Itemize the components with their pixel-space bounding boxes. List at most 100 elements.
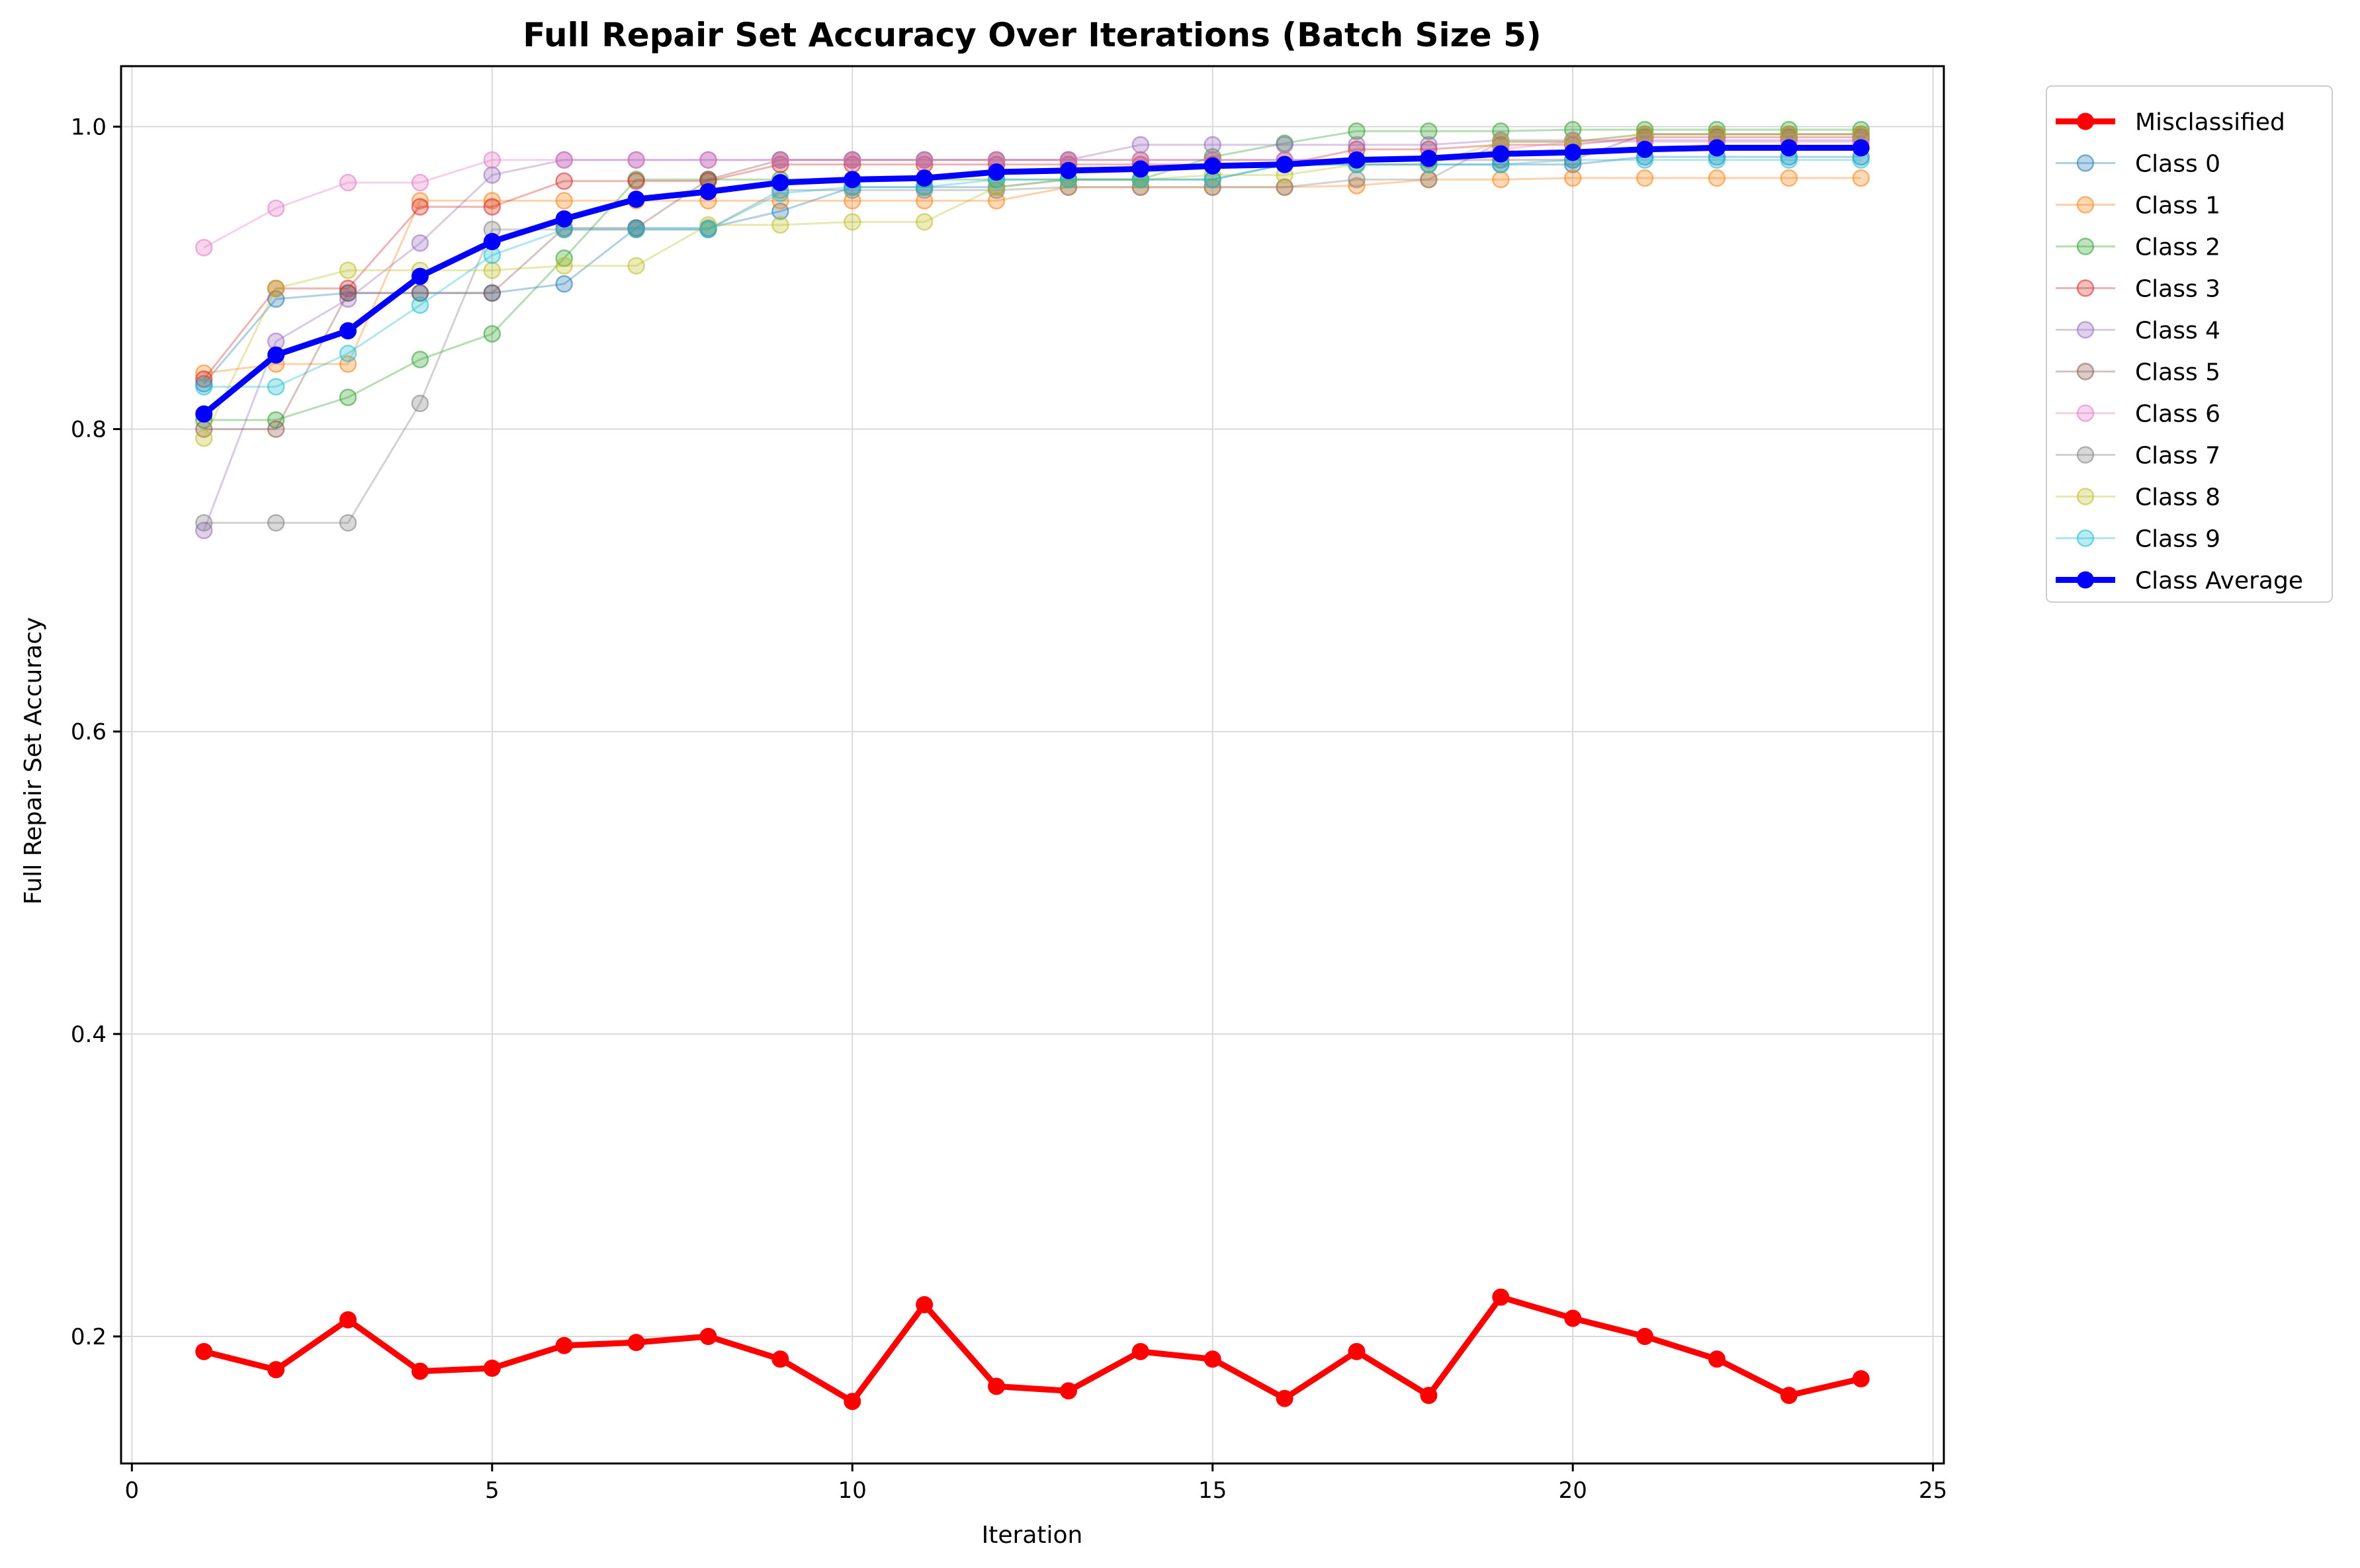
x-tick-label: 15	[1198, 1477, 1227, 1504]
x-tick-label: 0	[125, 1477, 140, 1504]
data-point-class-8	[915, 213, 934, 231]
data-point-class-4	[1203, 136, 1221, 154]
data-point-class-4	[483, 166, 502, 184]
legend-item-class-7: Class 7	[2056, 443, 2220, 470]
data-point-class-average	[267, 346, 285, 364]
data-point-class-4	[339, 290, 357, 308]
data-point-class-average	[699, 183, 717, 200]
data-point-class-2	[411, 351, 429, 369]
legend-item-class-9: Class 9	[2056, 526, 2220, 553]
data-point-class-6	[339, 173, 357, 192]
data-point-misclassified	[195, 1342, 213, 1360]
x-tick-label: 10	[838, 1477, 867, 1504]
data-point-class-6	[771, 151, 789, 169]
data-point-class-8	[555, 257, 573, 275]
legend-swatch-marker	[2076, 238, 2095, 255]
data-point-class-9	[267, 378, 285, 396]
data-point-misclassified	[1420, 1387, 1438, 1405]
data-point-class-1	[411, 192, 429, 210]
data-point-class-average	[1780, 139, 1798, 157]
data-point-class-6	[915, 151, 934, 169]
data-point-class-0	[555, 275, 573, 293]
legend-swatch-marker	[2076, 404, 2095, 422]
data-point-class-2	[339, 388, 357, 406]
series-class-average	[195, 139, 1870, 423]
y-tick-label: 0.6	[71, 719, 107, 746]
data-point-misclassified	[1131, 1342, 1149, 1360]
data-point-class-7	[1276, 178, 1293, 196]
data-point-misclassified	[771, 1350, 789, 1368]
data-point-misclassified	[1636, 1328, 1654, 1345]
data-point-class-4	[1348, 136, 1366, 154]
data-point-class-3	[771, 155, 789, 173]
data-point-class-6	[267, 199, 285, 218]
y-tick-label: 0.2	[71, 1324, 107, 1350]
data-point-misclassified	[699, 1328, 717, 1345]
series-line-class-1	[204, 177, 1861, 374]
data-point-class-8	[339, 261, 357, 279]
legend-swatch-marker	[2077, 571, 2094, 589]
legend-swatch-marker	[2076, 321, 2095, 339]
series-line-class-3	[203, 136, 1861, 380]
data-point-misclassified	[1564, 1309, 1582, 1327]
data-point-class-8	[195, 429, 213, 447]
data-point-misclassified	[411, 1362, 429, 1380]
data-point-class-9	[411, 296, 429, 314]
data-point-class-average	[627, 191, 645, 208]
data-point-class-8	[844, 213, 861, 231]
series-line-class-2	[204, 128, 1861, 421]
data-point-class-8	[771, 216, 789, 234]
data-point-misclassified	[1492, 1288, 1510, 1306]
data-point-class-7	[339, 514, 357, 532]
data-point-class-4	[1131, 136, 1150, 154]
data-point-class-average	[483, 233, 501, 251]
data-point-class-5	[411, 284, 429, 302]
grid	[121, 66, 1944, 1463]
x-tick-label: 25	[1919, 1477, 1947, 1504]
data-point-misclassified	[339, 1311, 357, 1328]
legend-item-class-8: Class 8	[2056, 484, 2220, 511]
data-point-class-9	[699, 220, 717, 239]
data-point-class-6	[844, 151, 861, 169]
legend-label: Misclassified	[2135, 109, 2285, 136]
data-point-class-5	[483, 284, 502, 302]
data-point-misclassified	[916, 1296, 934, 1313]
legend-label: Class 5	[2135, 359, 2220, 386]
series-line-class-6	[203, 140, 1861, 249]
legend-label: Class 3	[2135, 276, 2220, 303]
data-point-class-average	[411, 267, 429, 285]
data-point-misclassified	[1708, 1350, 1726, 1368]
data-point-class-average	[771, 174, 789, 191]
data-point-misclassified	[1852, 1370, 1870, 1387]
data-point-class-1	[1348, 177, 1366, 195]
data-point-class-5	[267, 420, 285, 438]
data-point-class-6	[195, 239, 213, 257]
y-tick-label: 0.8	[71, 417, 107, 443]
x-tick-label: 5	[485, 1477, 500, 1504]
axis-ticks: 0 5 10 15 20 25 0.2 0.4 0.6 0.8 1.0	[71, 114, 1947, 1504]
data-point-class-6	[699, 151, 717, 169]
data-point-class-9	[627, 220, 645, 239]
data-point-class-9	[195, 378, 213, 396]
data-point-class-8	[627, 257, 645, 275]
legend-label: Class 0	[2135, 151, 2220, 178]
data-point-class-average	[195, 405, 213, 423]
y-tick-label: 0.4	[71, 1022, 107, 1048]
legend-swatch-marker	[2077, 112, 2094, 130]
chart-title: Full Repair Set Accuracy Over Iterations…	[523, 16, 1541, 54]
data-point-misclassified	[1780, 1387, 1798, 1405]
data-point-class-average	[1708, 139, 1726, 157]
data-point-misclassified	[627, 1334, 645, 1352]
data-point-class-6	[555, 151, 573, 169]
data-point-class-average	[844, 171, 861, 189]
legend-item-class-6: Class 6	[2056, 401, 2220, 428]
legend-label: Class 7	[2135, 443, 2220, 470]
data-point-class-2	[483, 325, 502, 343]
data-point-class-7	[1348, 171, 1366, 189]
series-class-5	[195, 125, 1870, 438]
data-point-class-6	[411, 173, 429, 192]
legend-item-misclassified: Misclassified	[2056, 109, 2285, 136]
series-line-class-8	[202, 133, 1861, 439]
data-point-misclassified	[844, 1393, 861, 1411]
